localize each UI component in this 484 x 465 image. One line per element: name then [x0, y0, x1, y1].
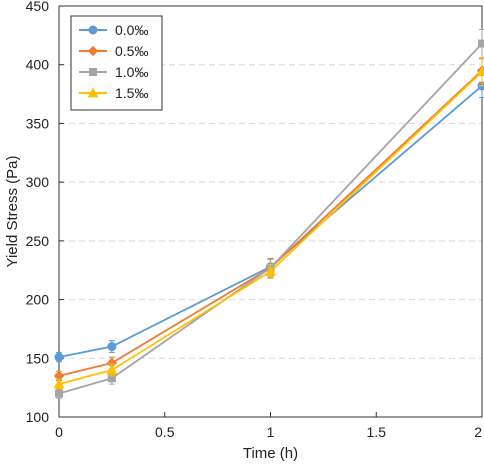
data-point: [106, 364, 118, 375]
data-point: [106, 357, 118, 369]
legend-label: 1.0‰: [115, 64, 148, 80]
legend-marker: [88, 25, 98, 35]
data-point: [53, 370, 65, 382]
x-axis-title: Time (h): [243, 445, 298, 462]
legend-item-2: 1.0‰: [79, 64, 148, 80]
data-point: [54, 352, 64, 362]
series-line: [58, 69, 483, 377]
legend-label: 1.5‰: [115, 85, 148, 101]
legend-item-1: 0.5‰: [79, 43, 148, 59]
series-line: [58, 85, 483, 358]
y-tick-label: 100: [26, 409, 50, 425]
axis-ticks: 100 150 200 250 300 350 400 450 0 0.5 1 1.5 2: [26, 0, 483, 440]
y-tick-label: 150: [26, 350, 50, 366]
data-point: [107, 342, 117, 352]
data-point: [107, 374, 116, 383]
x-tick-label: 1: [267, 424, 275, 440]
data-point: [53, 378, 65, 389]
series-line: [58, 42, 483, 395]
legend-item-0: 0.0‰: [79, 22, 148, 38]
legend: 0.0‰ 0.5‰ 1.0‰ 1.5‰: [70, 15, 163, 111]
legend-label: 0.0‰: [115, 22, 148, 38]
data-point: [478, 39, 484, 48]
y-tick-label: 300: [26, 174, 50, 190]
x-tick-label: 2: [474, 424, 482, 440]
y-tick-label: 350: [26, 115, 50, 131]
y-tick-label: 250: [26, 233, 50, 249]
data-point: [55, 389, 63, 398]
legend-label: 0.5‰: [115, 43, 148, 59]
series-group: [53, 28, 484, 399]
legend-box: [70, 15, 163, 111]
x-tick-label: 0.5: [155, 424, 175, 440]
data-point: [265, 265, 276, 276]
legend-marker: [89, 68, 97, 76]
x-tick-label: 1.5: [367, 424, 387, 440]
series-3: [53, 57, 484, 390]
data-point: [476, 66, 484, 77]
y-axis-title: Yield Stress (Pa): [4, 156, 21, 268]
legend-marker: [87, 45, 99, 57]
y-tick-label: 200: [26, 292, 50, 308]
legend-item-3: 1.5‰: [79, 85, 148, 101]
series-line: [58, 71, 483, 385]
y-tick-label: 400: [26, 57, 50, 73]
legend-marker: [87, 87, 99, 98]
x-tick-label: 0: [55, 424, 63, 440]
y-tick-label: 450: [26, 0, 50, 14]
